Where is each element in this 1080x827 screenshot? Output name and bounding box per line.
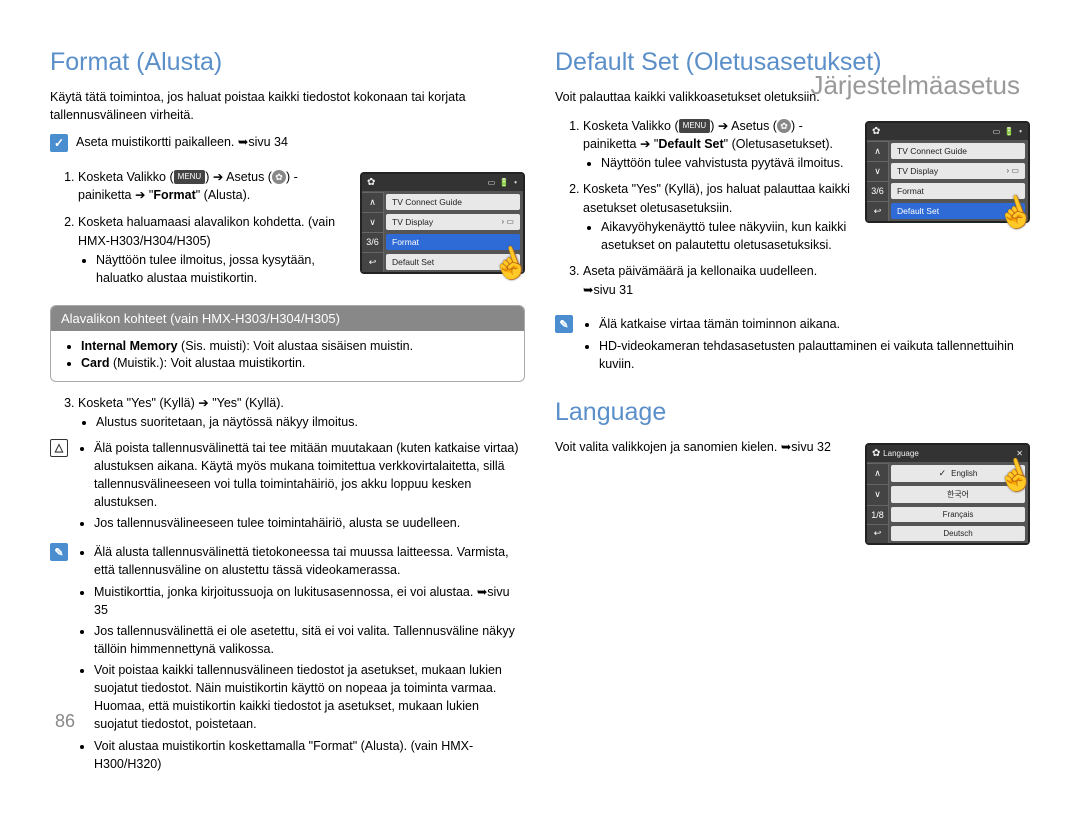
defaultset-notes: Älä katkaise virtaa tämän toiminnon aika… (581, 315, 1030, 375)
format-intro: Käytä tätä toimintoa, jos haluat poistaa… (50, 89, 525, 124)
submenu-header: Alavalikon kohteet (vain HMX-H303/H304/H… (51, 306, 524, 331)
language-screen: ✿ Language ✕ ∧✓English ∨한국어 1/8Français … (865, 443, 1030, 545)
note-item: Älä katkaise virtaa tämän toiminnon aika… (599, 315, 1030, 333)
language-title: Language (555, 398, 1030, 427)
defaultset-screen: ✿ ▭🔋᛭ ∧TV Connect Guide ∨TV Display› ▭ 3… (865, 121, 1030, 223)
submenu-item: Internal Memory (Sis. muisti): Voit alus… (81, 339, 510, 353)
language-intro: Voit valita valikkojen ja sanomien kiele… (555, 439, 853, 457)
note-item: HD-videokameran tehdasasetusten palautta… (599, 337, 1030, 373)
gear-icon: ✿ (367, 177, 375, 188)
down-icon[interactable]: ∨ (867, 484, 889, 505)
lang-option[interactable]: Français (891, 507, 1025, 522)
warn-item: Jos tallennusvälineeseen tulee toimintah… (94, 514, 525, 532)
defaultset-step1-sub: Näyttöön tulee vahvistusta pyytävä ilmoi… (601, 154, 853, 172)
menu-icon: MENU (174, 170, 206, 184)
gear-icon: ✿ (872, 126, 880, 137)
defaultset-step-1: Kosketa Valikko (MENU) ➔ Asetus (✿) -pai… (583, 117, 853, 173)
menu-icon: MENU (679, 119, 711, 133)
up-icon[interactable]: ∧ (867, 463, 889, 484)
page-indicator: 3/6 (867, 181, 889, 201)
submenu-box: Alavalikon kohteet (vain HMX-H303/H304/H… (50, 305, 525, 382)
format-step3-sub: Alustus suoritetaan, ja näytössä näkyy i… (96, 413, 525, 431)
status-icons: ▭🔋᛭ (488, 178, 518, 187)
note-icon: ✎ (50, 543, 68, 561)
format-step-1: Kosketa Valikko (MENU) ➔ Asetus (✿) -pai… (78, 168, 348, 206)
screen-item[interactable]: TV Connect Guide (891, 143, 1025, 159)
down-icon[interactable]: ∨ (362, 212, 384, 232)
note-list: Älä alusta tallennusvälinettä tietokonee… (76, 543, 525, 776)
format-screen: ✿ ▭🔋᛭ ∧TV Connect Guide ∨TV Display› ▭ 3… (360, 172, 525, 274)
back-icon[interactable]: ↩ (362, 252, 384, 272)
page-number: 86 (55, 711, 75, 732)
left-column: Format (Alusta) Käytä tätä toimintoa, jo… (50, 40, 525, 776)
precondition-row: ✓ Aseta muistikortti paikalleen. ➥sivu 3… (50, 134, 525, 162)
format-title: Format (Alusta) (50, 48, 525, 77)
screen-item[interactable]: Format (891, 183, 1025, 199)
back-icon[interactable]: ↩ (867, 201, 889, 221)
warning-icon: △ (50, 439, 68, 457)
warning-list: Älä poista tallennusvälinettä tai tee mi… (76, 439, 525, 536)
note-item: Voit alustaa muistikortin koskettamalla … (94, 737, 525, 773)
note-icon: ✎ (555, 315, 573, 333)
up-icon[interactable]: ∧ (362, 192, 384, 212)
page-indicator: 3/6 (362, 232, 384, 252)
defaultset-steps: Kosketa Valikko (MENU) ➔ Asetus (✿) -pai… (555, 117, 853, 300)
defaultset-step-2: Kosketa "Yes" (Kyllä), jos haluat palaut… (583, 180, 853, 254)
defaultset-step-3: Aseta päivämäärä ja kellonaika uudelleen… (583, 262, 853, 300)
status-icons: ▭🔋᛭ (993, 127, 1023, 136)
submenu-item: Card (Muistik.): Voit alustaa muistikort… (81, 356, 510, 370)
gear-icon: ✿ Language (872, 448, 919, 459)
gear-icon: ✿ (777, 119, 791, 133)
right-column: Default Set (Oletusasetukset) Voit palau… (555, 40, 1030, 776)
screen-item-selected[interactable]: Format (386, 234, 520, 250)
format-step2-sub: Näyttöön tulee ilmoitus, jossa kysytään,… (96, 251, 348, 287)
back-icon[interactable]: ↩ (867, 524, 889, 543)
page-indicator: 1/8 (867, 505, 889, 524)
screen-item[interactable]: TV Display› ▭ (891, 163, 1025, 179)
precondition-text: Aseta muistikortti paikalleen. ➥sivu 34 (76, 134, 288, 152)
defaultset-step2-sub: Aikavyöhykenäyttö tulee näkyviin, kun ka… (601, 218, 853, 254)
format-steps: Kosketa Valikko (MENU) ➔ Asetus (✿) -pai… (50, 168, 348, 287)
format-step-2: Kosketa haluamaasi alavalikon kohdetta. … (78, 213, 348, 287)
note-item: Muistikorttia, jonka kirjoitussuoja on l… (94, 583, 525, 619)
screen-item[interactable]: TV Display› ▭ (386, 214, 520, 230)
note-item: Jos tallennusvälinettä ei ole asetettu, … (94, 622, 525, 658)
format-step-3: Kosketa "Yes" (Kyllä) ➔ "Yes" (Kyllä). A… (78, 394, 525, 431)
check-icon: ✓ (50, 134, 68, 152)
warn-item: Älä poista tallennusvälinettä tai tee mi… (94, 439, 525, 512)
screen-item[interactable]: TV Connect Guide (386, 194, 520, 210)
note-item: Voit poistaa kaikki tallennusvälineen ti… (94, 661, 525, 734)
note-item: Älä alusta tallennusvälinettä tietokonee… (94, 543, 525, 579)
down-icon[interactable]: ∨ (867, 161, 889, 181)
gear-icon: ✿ (272, 170, 286, 184)
page-header: Järjestelmäasetus (810, 70, 1020, 101)
lang-option[interactable]: Deutsch (891, 526, 1025, 541)
up-icon[interactable]: ∧ (867, 141, 889, 161)
